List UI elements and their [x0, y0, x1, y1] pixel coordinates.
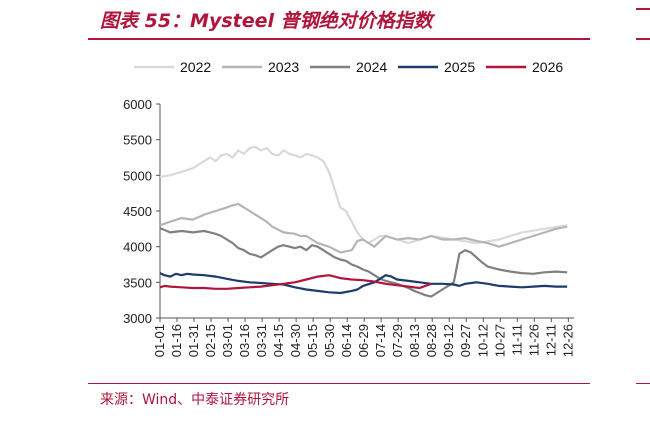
y-tick-label: 6000: [123, 97, 152, 112]
series-line-2023: [159, 202, 568, 254]
x-tick-label: 01-01: [152, 324, 167, 357]
y-tick-label: 4500: [123, 204, 152, 219]
x-tick-label: 11-26: [526, 324, 541, 356]
adjacent-title-rule: [636, 38, 650, 40]
y-tick-label: 3500: [123, 275, 152, 290]
x-tick-label: 03-01: [220, 324, 235, 357]
x-tick-label: 06-29: [356, 324, 371, 357]
series-line-2022: [159, 145, 568, 245]
legend-label-2024: 2024: [356, 59, 387, 75]
series-line-2024: [159, 227, 568, 298]
legend-label-2022: 2022: [180, 59, 211, 75]
x-tick-label: 07-29: [390, 324, 405, 357]
legend-label-2026: 2026: [532, 59, 563, 75]
adjacent-rule-stub: [636, 8, 650, 10]
x-tick-label: 04-30: [288, 324, 303, 357]
x-tick-label: 12-26: [560, 324, 575, 357]
x-tick-label: 03-16: [237, 324, 252, 357]
legend-label-2023: 2023: [268, 59, 299, 75]
x-tick-label: 01-16: [169, 324, 184, 357]
title-rule: [88, 38, 590, 40]
x-tick-label: 04-15: [271, 324, 286, 357]
y-tick-label: 5500: [123, 133, 152, 148]
source-note: 来源：Wind、中泰证券研究所: [100, 392, 290, 408]
legend-label-2025: 2025: [444, 59, 475, 75]
x-tick-label: 05-30: [322, 324, 337, 357]
y-tick-label: 3000: [123, 311, 152, 326]
y-tick-label: 4000: [123, 240, 152, 255]
x-tick-label: 07-14: [373, 324, 388, 357]
adjacent-source-rule: [636, 383, 650, 384]
x-tick-label: 08-13: [407, 324, 422, 357]
series-line-2026: [159, 274, 432, 290]
x-tick-label: 03-31: [254, 324, 269, 357]
x-tick-label: 02-15: [203, 324, 218, 357]
chart-title: 图表 55：Mysteel 普钢绝对价格指数: [100, 10, 433, 32]
series-line-2025: [159, 272, 568, 295]
x-tick-label: 06-14: [339, 324, 354, 357]
x-tick-label: 10-12: [475, 324, 490, 357]
x-tick-label: 09-12: [441, 324, 456, 357]
source-rule: [88, 383, 590, 384]
x-tick-label: 08-28: [424, 324, 439, 357]
x-tick-label: 12-11: [543, 324, 558, 356]
y-tick-label: 5000: [123, 168, 152, 183]
x-tick-label: 09-27: [458, 324, 473, 357]
x-tick-label: 01-31: [186, 324, 201, 357]
x-tick-label: 05-15: [305, 324, 320, 357]
x-tick-label: 10-27: [492, 324, 507, 357]
x-tick-label: 11-11: [509, 324, 524, 355]
